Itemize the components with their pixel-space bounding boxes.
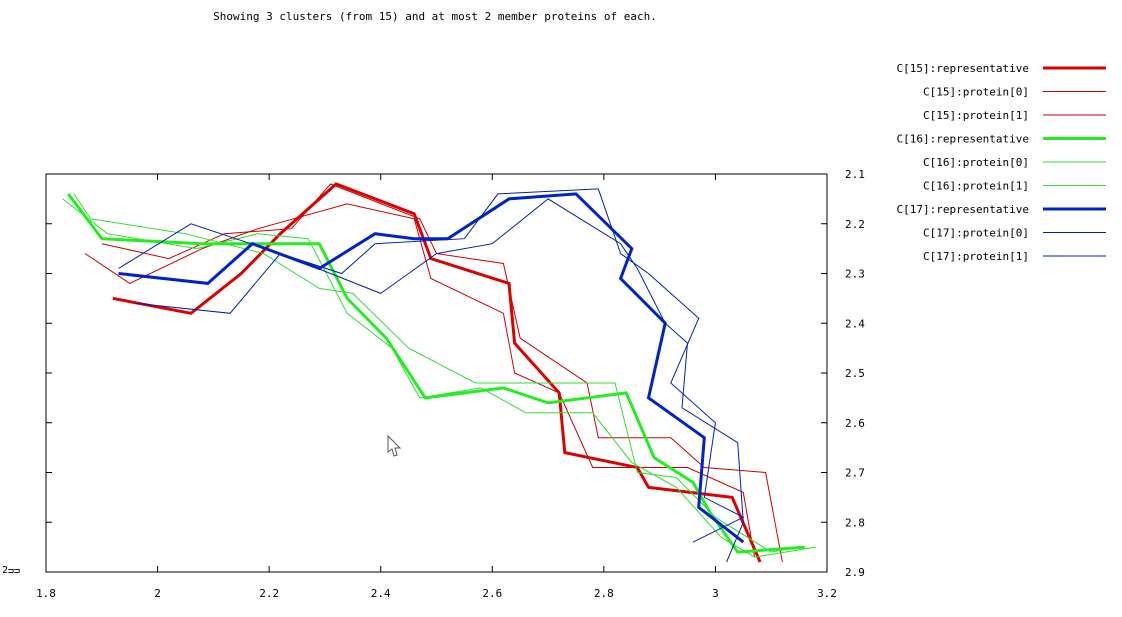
legend-label: C[17]:representative bbox=[897, 203, 1029, 216]
series-line-c-16-protein-1 bbox=[73, 193, 800, 553]
x-tick-label: 3.2 bbox=[817, 587, 837, 600]
chart-subtitle: Showing 3 clusters (from 15) and at most… bbox=[213, 10, 657, 23]
x-tick-label: 2 bbox=[154, 587, 161, 600]
series-line-c-16-representative bbox=[67, 193, 805, 554]
x-tick-label: 3 bbox=[712, 587, 719, 600]
y-tick-label: 2.7 bbox=[845, 467, 865, 480]
x-tick-label: 2.2 bbox=[259, 587, 279, 600]
x-tick-label: 2.8 bbox=[594, 587, 614, 600]
y-tick-label: 2.6 bbox=[845, 417, 865, 430]
series-line-c-15-protein-0 bbox=[84, 203, 755, 558]
legend: C[15]:representative C[15]:protein[0] C[15… bbox=[897, 62, 1106, 263]
legend-label: C[16]:representative bbox=[897, 133, 1029, 146]
plot-lines bbox=[62, 182, 816, 563]
y-tick-label: 2.8 bbox=[845, 516, 865, 529]
legend-label: C[15]:representative bbox=[897, 62, 1029, 75]
legend-label: C[15]:protein[1] bbox=[923, 109, 1029, 122]
axes: 1.8 2 2.2 2.4 2.6 2.8 3 3.2 2.1 2.2 2.3 2.4 2.5 2.6 2.… bbox=[36, 168, 865, 600]
series-line-c-15-representative bbox=[112, 182, 762, 563]
legend-label: C[15]:protein[0] bbox=[923, 86, 1029, 99]
series-line-c-17-protein-0 bbox=[135, 188, 745, 543]
y-tick-label: 2.5 bbox=[845, 367, 865, 380]
legend-label: C[17]:protein[0] bbox=[923, 227, 1029, 240]
series-line-c-15-protein-1 bbox=[101, 183, 783, 563]
mouse-cursor-icon bbox=[387, 434, 402, 457]
series-line-c-16-protein-0 bbox=[62, 198, 816, 558]
series-line-c-17-representative bbox=[118, 192, 745, 544]
y-tick-label: 2.9 bbox=[845, 566, 865, 579]
y-tick-label: 2.4 bbox=[845, 317, 865, 330]
y-tick-label: 2.3 bbox=[845, 268, 865, 281]
x-tick-label: 2.6 bbox=[482, 587, 502, 600]
y-tick-label: 2.2 bbox=[845, 218, 865, 231]
x-tick-label: 2.4 bbox=[371, 587, 391, 600]
y-tick-label: 2.1 bbox=[845, 168, 865, 181]
x-tick-label: 1.8 bbox=[36, 587, 56, 600]
legend-label: C[16]:protein[1] bbox=[923, 180, 1029, 193]
series-line-c-17-protein-1 bbox=[118, 198, 744, 563]
corner-label: 2ᴝᴝ bbox=[2, 565, 21, 576]
legend-label: C[16]:protein[0] bbox=[923, 156, 1029, 169]
legend-label: C[17]:protein[1] bbox=[923, 250, 1029, 263]
